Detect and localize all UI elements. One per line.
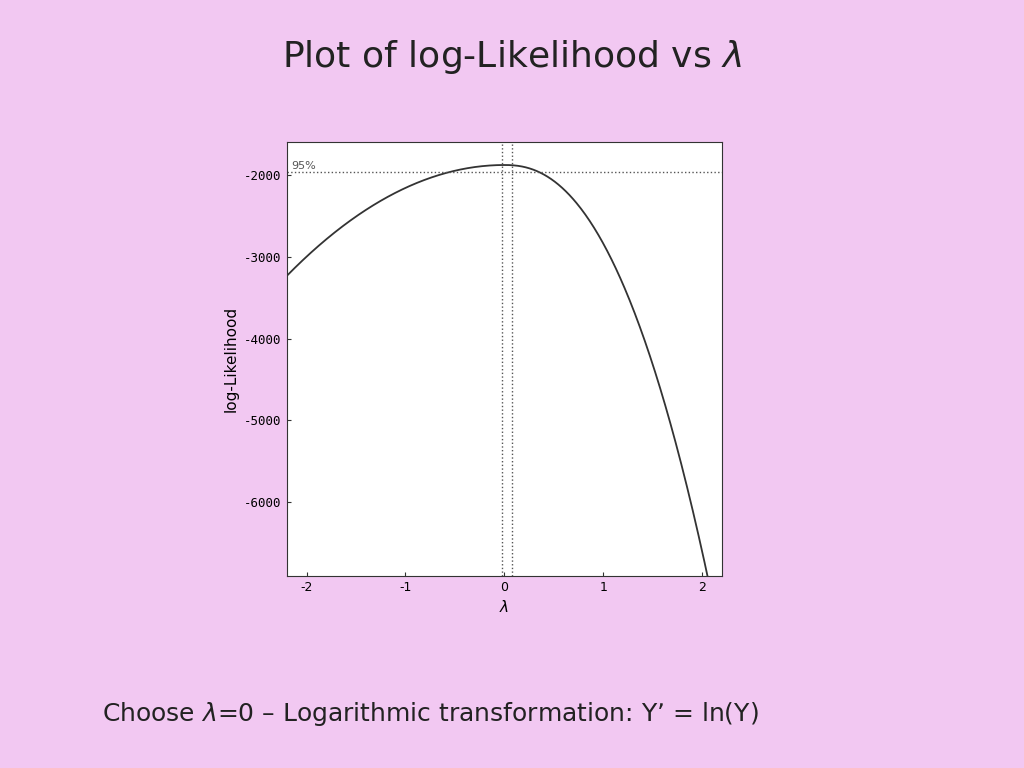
Text: Choose $\lambda$=0 – Logarithmic transformation: Y’ = ln(Y): Choose $\lambda$=0 – Logarithmic transfo… — [102, 700, 759, 728]
X-axis label: $\lambda$: $\lambda$ — [500, 599, 509, 615]
Text: 95%: 95% — [292, 161, 316, 171]
Y-axis label: log-Likelihood: log-Likelihood — [224, 306, 239, 412]
Text: Plot of log-Likelihood vs $\lambda$: Plot of log-Likelihood vs $\lambda$ — [282, 38, 742, 76]
